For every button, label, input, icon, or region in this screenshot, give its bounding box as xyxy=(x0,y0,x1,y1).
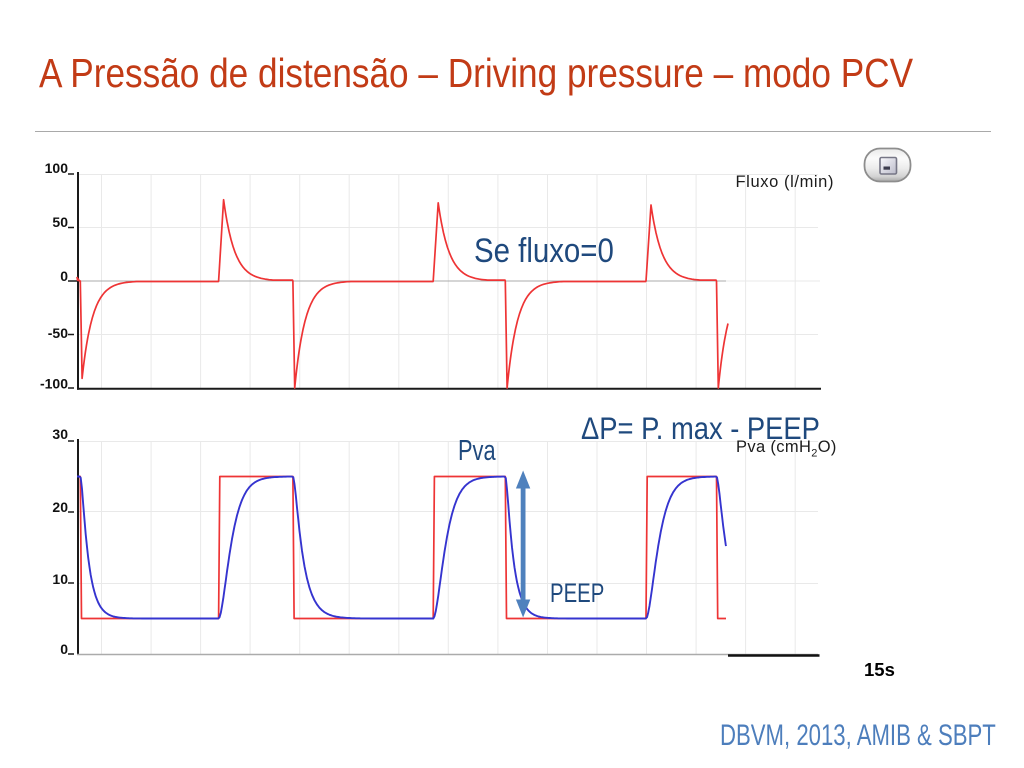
svg-text:0: 0 xyxy=(60,268,68,284)
svg-text:-100: -100 xyxy=(40,376,68,392)
svg-text:100: 100 xyxy=(45,160,69,176)
svg-text:30: 30 xyxy=(52,426,68,442)
svg-text:50: 50 xyxy=(52,214,68,230)
svg-text:0: 0 xyxy=(60,641,68,657)
svg-text:10: 10 xyxy=(52,571,68,587)
svg-text:20: 20 xyxy=(52,499,68,515)
svg-text:-50: -50 xyxy=(48,325,68,341)
